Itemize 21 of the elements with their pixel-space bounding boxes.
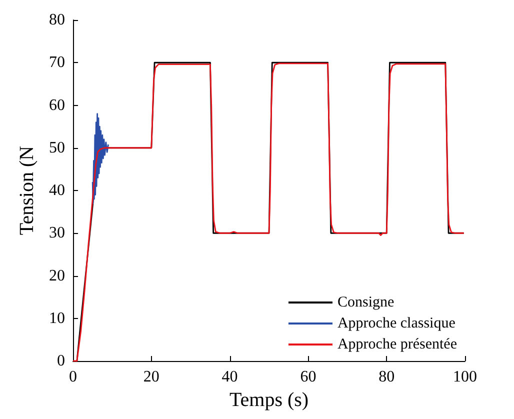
- legend-label: Consigne: [337, 294, 394, 310]
- y-tick-label: 70: [49, 54, 65, 72]
- legend-label: Approche présentée: [337, 336, 458, 352]
- x-tick-label: 80: [378, 368, 395, 386]
- y-tick-label: 40: [49, 182, 65, 199]
- y-tick-label: 10: [49, 310, 65, 327]
- y-tick-label: 20: [49, 267, 65, 284]
- line-series: [92, 113, 109, 204]
- x-axis-title: Temps (s): [229, 388, 309, 411]
- y-tick-label: 30: [49, 224, 65, 242]
- y-tick-label: 50: [49, 139, 65, 156]
- y-tick-label: 80: [49, 12, 65, 28]
- x-tick-label: 60: [300, 368, 316, 386]
- y-tick-label: 0: [57, 352, 65, 370]
- y-tick-label: 60: [49, 96, 65, 114]
- x-tick-label: 20: [143, 368, 160, 386]
- x-tick-label: 40: [222, 368, 238, 386]
- y-axis-title: Tension (N: [16, 146, 38, 236]
- legend-label: Approche classique: [337, 316, 456, 332]
- x-tick-label: 0: [69, 368, 77, 386]
- x-tick-label: 100: [453, 368, 477, 386]
